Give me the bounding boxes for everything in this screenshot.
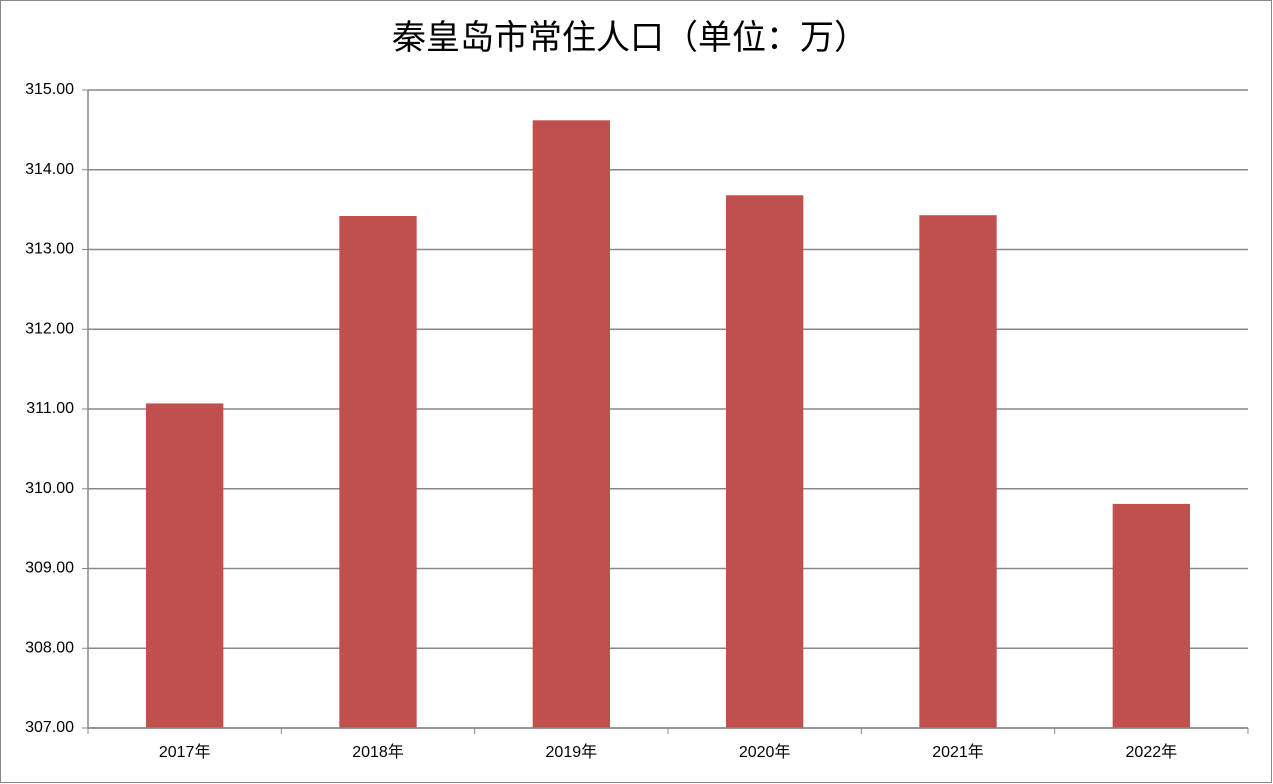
bar	[1112, 503, 1190, 728]
bar	[726, 195, 804, 728]
bar	[532, 120, 610, 729]
y-tick-label: 315.00	[25, 81, 74, 98]
x-tick-label: 2020年	[739, 743, 791, 761]
x-tick-label: 2019年	[546, 743, 598, 761]
bar	[339, 216, 417, 728]
y-tick-label: 309.00	[25, 560, 74, 577]
y-tick-label: 312.00	[25, 320, 74, 337]
x-tick-label: 2022年	[1126, 743, 1178, 761]
x-tick-label: 2017年	[159, 743, 211, 761]
bar	[919, 215, 997, 728]
y-tick-label: 310.00	[25, 480, 74, 497]
y-tick-label: 313.00	[25, 241, 74, 258]
y-tick-label: 311.00	[26, 400, 74, 417]
chart-title: 秦皇岛市常住人口（单位：万）	[392, 18, 868, 58]
bar	[146, 403, 224, 728]
y-tick-label: 307.00	[25, 719, 74, 736]
x-tick-label: 2018年	[352, 743, 404, 761]
x-tick-label: 2021年	[932, 743, 984, 761]
y-tick-label: 308.00	[25, 639, 74, 656]
y-tick-label: 314.00	[25, 161, 74, 178]
